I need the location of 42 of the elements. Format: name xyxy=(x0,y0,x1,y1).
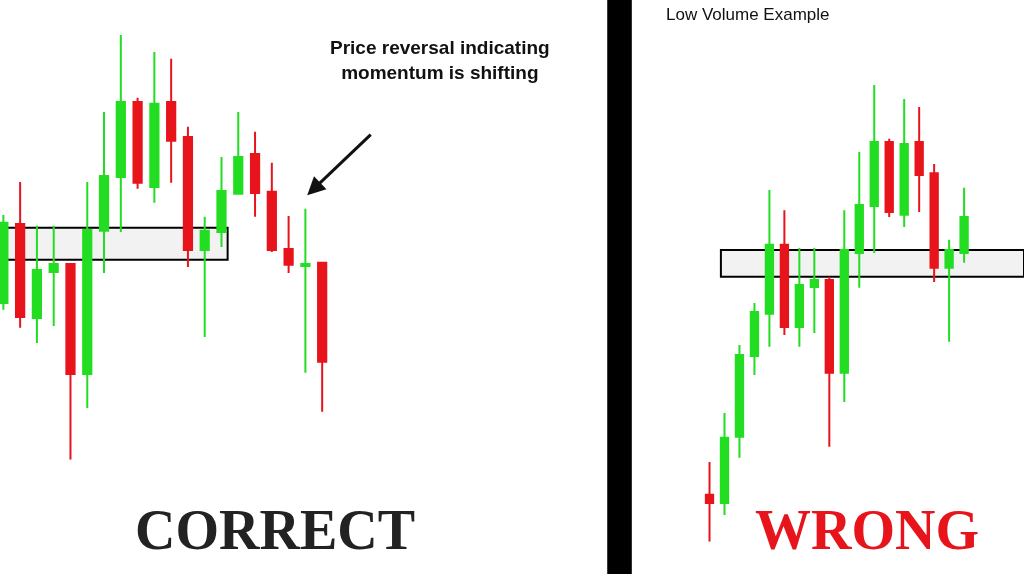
candlestick xyxy=(929,162,939,283)
candlestick xyxy=(779,209,790,336)
candlestick xyxy=(48,224,59,327)
candlestick xyxy=(31,224,43,344)
candlestick xyxy=(899,98,909,229)
candlestick xyxy=(65,262,76,460)
candlestick xyxy=(266,161,277,254)
candlestick xyxy=(959,186,969,264)
candlestick xyxy=(719,412,730,516)
candlestick xyxy=(233,110,244,196)
candlestick xyxy=(914,105,924,213)
candlestick xyxy=(149,51,160,204)
candlestick xyxy=(15,180,26,329)
candlestick xyxy=(794,247,805,348)
candlestick xyxy=(300,207,311,374)
annotation: Price reversal indicating momentum is shifting xyxy=(330,37,550,83)
chart-title: Low Volume Example xyxy=(666,5,830,24)
candlestick xyxy=(824,275,834,448)
candlestick xyxy=(82,180,93,409)
candlestick xyxy=(869,84,879,255)
candlestick xyxy=(764,189,775,348)
candlestick xyxy=(944,238,954,343)
candlestick xyxy=(884,137,894,218)
annotation: WRONG xyxy=(755,499,979,561)
candlestick xyxy=(182,125,194,268)
text: CORRECT xyxy=(135,499,416,561)
candlestick xyxy=(854,151,864,289)
candlestick xyxy=(132,96,143,190)
candlestick xyxy=(216,155,227,248)
candlestick xyxy=(839,209,849,404)
candlestick xyxy=(249,130,261,218)
candlestick xyxy=(734,343,745,459)
candlestick xyxy=(704,460,715,542)
candlestick xyxy=(317,261,328,413)
candlestick xyxy=(98,110,110,274)
candlestick xyxy=(115,35,126,234)
candlestick xyxy=(0,214,9,311)
candlestick xyxy=(166,57,177,184)
candlestick xyxy=(199,215,210,339)
candlestick xyxy=(809,247,820,335)
candlestick xyxy=(749,301,760,377)
candlestick xyxy=(283,214,294,274)
